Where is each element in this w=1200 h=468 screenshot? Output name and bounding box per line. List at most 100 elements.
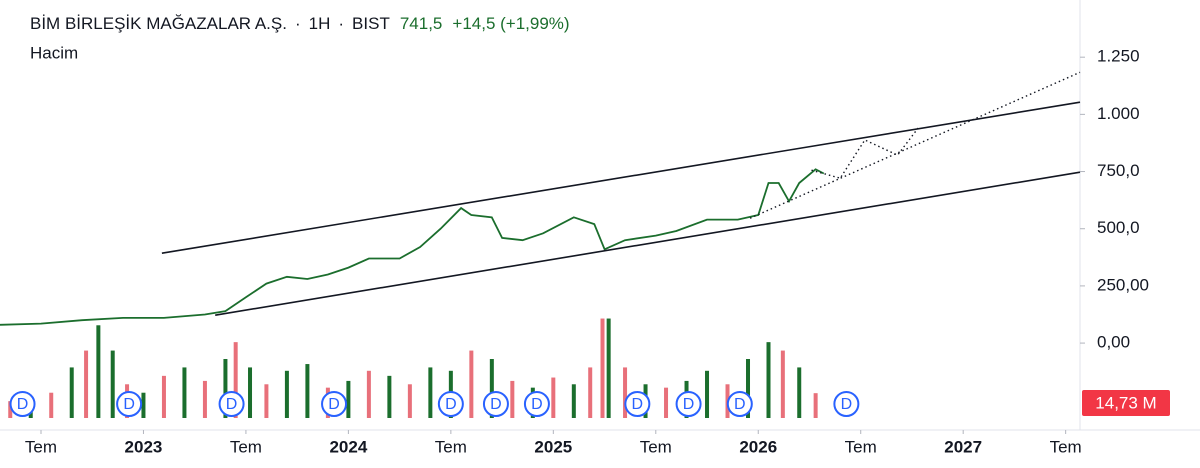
- dividend-label: D: [683, 396, 695, 413]
- volume-bar: [202, 380, 207, 418]
- separator: ·: [295, 14, 301, 33]
- volume-bar: [346, 380, 351, 418]
- symbol-name: BİM BİRLEŞİK MAĞAZALAR A.Ş.: [30, 14, 287, 33]
- volume-bar: [366, 370, 371, 418]
- volume-bar: [69, 367, 74, 418]
- dividend-marker: D: [726, 391, 753, 417]
- dividend-circle: [321, 391, 348, 417]
- dividend-label: D: [841, 396, 853, 413]
- dividend-label: D: [632, 396, 644, 413]
- volume-bar: [780, 350, 785, 418]
- x-tick-label: Tem: [1050, 437, 1082, 456]
- volume-bar: [469, 350, 474, 418]
- dividend-circle: [523, 391, 550, 417]
- y-tick-label: 1.000: [1097, 104, 1140, 123]
- dividend-marker: D: [437, 391, 464, 417]
- x-tick-label: Tem: [845, 437, 877, 456]
- dividend-marker: D: [9, 391, 36, 417]
- volume-title: Hacim: [30, 43, 78, 62]
- dividend-label: D: [123, 396, 135, 413]
- x-tick-label: Tem: [435, 437, 467, 456]
- x-tick-label: 2026: [739, 437, 777, 456]
- x-tick-label: 2024: [329, 437, 367, 456]
- dividend-circle: [624, 391, 651, 417]
- volume-bar: [110, 350, 115, 418]
- volume-last-box: [1082, 390, 1170, 416]
- dividend-circle: [482, 391, 509, 417]
- dividend-circle: [437, 391, 464, 417]
- dividend-circle: [675, 391, 702, 417]
- dividend-label: D: [531, 396, 543, 413]
- volume-bar: [248, 367, 253, 418]
- volume-bar: [588, 367, 593, 418]
- x-tick-label: Tem: [230, 437, 262, 456]
- dividend-label: D: [734, 396, 746, 413]
- y-tick-label: 1.250: [1097, 47, 1140, 66]
- volume-bar: [387, 375, 392, 418]
- dividend-marker: D: [218, 391, 245, 417]
- dividend-marker: D: [833, 391, 860, 417]
- dividend-circle: [833, 391, 860, 417]
- y-tick-label: 750,0: [1097, 161, 1140, 180]
- volume-bar: [606, 318, 611, 418]
- y-tick-label: 0,00: [1097, 333, 1130, 352]
- dividend-circle: [726, 391, 753, 417]
- volume-bar: [600, 318, 605, 418]
- volume-bar: [264, 384, 269, 418]
- dividend-circle: [218, 391, 245, 417]
- volume-bar: [96, 325, 101, 418]
- dividend-marker: D: [523, 391, 550, 417]
- interval: 1H: [309, 14, 331, 33]
- volume-bar: [407, 384, 412, 418]
- volume-bar: [161, 375, 166, 418]
- dividend-label: D: [490, 396, 502, 413]
- dividend-marker: D: [624, 391, 651, 417]
- dividend-label: D: [445, 396, 457, 413]
- trend-line: [161, 101, 1081, 254]
- y-tick-label: 500,0: [1097, 218, 1140, 237]
- dividend-label: D: [226, 396, 238, 413]
- x-tick-label: 2025: [534, 437, 572, 456]
- volume-bar: [551, 377, 556, 418]
- volume-bar: [141, 392, 146, 418]
- dividend-label: D: [328, 396, 340, 413]
- volume-bar: [510, 380, 515, 418]
- volume-bar: [571, 384, 576, 418]
- volume-bar: [705, 370, 710, 418]
- volume-bar: [623, 367, 628, 418]
- price-change: +14,5 (+1,99%): [452, 14, 569, 33]
- volume-bar: [766, 342, 771, 418]
- volume-bar: [84, 350, 89, 418]
- x-tick-label: 2027: [944, 437, 982, 456]
- projection-line: [811, 127, 919, 180]
- last-price: 741,5: [400, 14, 443, 33]
- volume-bar: [797, 367, 802, 418]
- volume-bar: [746, 359, 751, 418]
- dividend-circle: [116, 391, 143, 417]
- x-tick-label: Tem: [25, 437, 57, 456]
- dividend-marker: D: [482, 391, 509, 417]
- exchange: BIST: [352, 14, 390, 33]
- volume-bar: [428, 367, 433, 418]
- volume-bar: [49, 392, 54, 418]
- dividend-marker: D: [321, 391, 348, 417]
- volume-bar: [8, 401, 13, 418]
- volume-bar: [284, 370, 289, 418]
- x-tick-label: Tem: [640, 437, 672, 456]
- dividend-marker: D: [116, 391, 143, 417]
- volume-bar: [182, 367, 187, 418]
- y-tick-label: 250,00: [1097, 275, 1149, 294]
- volume-bar: [305, 364, 310, 418]
- dividend-label: D: [17, 396, 29, 413]
- dividend-marker: D: [675, 391, 702, 417]
- chart-title: BİM BİRLEŞİK MAĞAZALAR A.Ş. · 1H · BIST 741,5…: [30, 14, 570, 33]
- volume-bar: [233, 342, 238, 418]
- projection-line: [749, 71, 1081, 219]
- x-tick-label: 2023: [125, 437, 163, 456]
- volume-bar: [489, 359, 494, 418]
- volume-last-label: 14,73 M: [1095, 393, 1156, 412]
- separator: ·: [338, 14, 344, 33]
- dividend-circle: [9, 391, 36, 417]
